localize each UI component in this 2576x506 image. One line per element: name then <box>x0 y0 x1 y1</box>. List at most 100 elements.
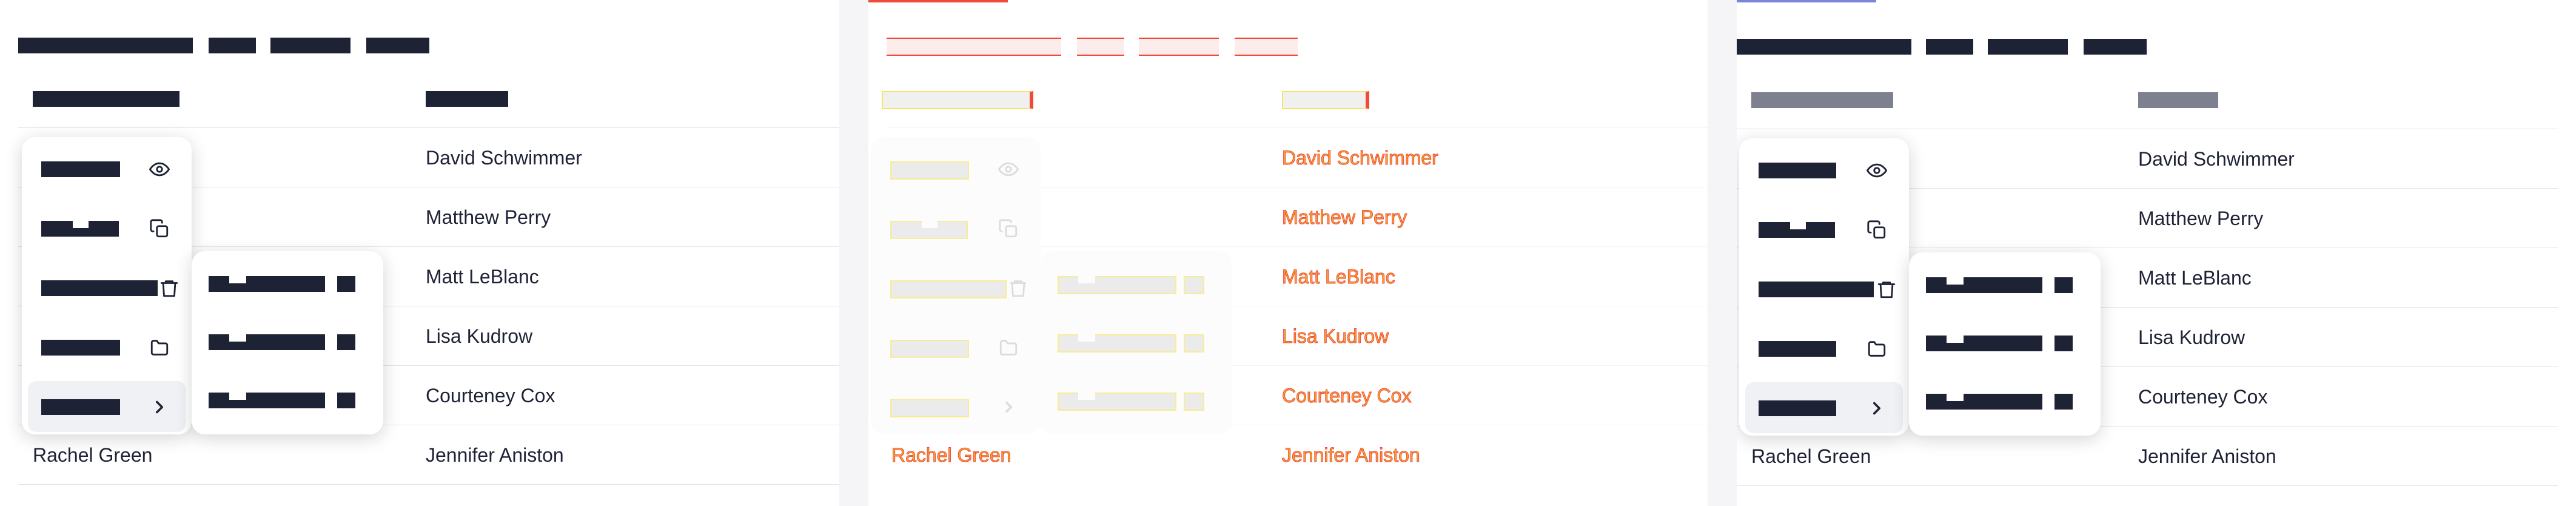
menu-item-copy[interactable] <box>1745 204 1903 255</box>
menu-item-more[interactable] <box>28 381 186 432</box>
panel-diff: David Schwimmer Matthew Perry Matt LeBla… <box>868 0 1708 506</box>
table-cell: Matthew Perry <box>426 206 551 228</box>
submenu-item[interactable] <box>198 260 377 308</box>
row-divider <box>18 484 839 485</box>
table-cell: David Schwimmer <box>2138 148 2295 170</box>
table-cell: Lisa Kudrow <box>2138 326 2246 348</box>
submenu-item[interactable] <box>198 376 377 425</box>
submenu-item[interactable] <box>1915 261 2095 309</box>
submenu-item[interactable] <box>1047 376 1226 425</box>
trash-icon <box>1010 280 1026 297</box>
copy-icon <box>150 219 169 238</box>
menu-item-more[interactable] <box>1745 382 1903 433</box>
header-bar-3 <box>270 38 351 53</box>
chevron-right-icon <box>155 400 164 414</box>
folder-icon <box>150 340 169 356</box>
diff-marker <box>868 0 1008 2</box>
folder-icon <box>1868 341 1886 357</box>
table-cell: Rachel Green <box>1751 445 1871 467</box>
table-cell: Matt LeBlanc <box>2138 267 2252 289</box>
header-bar-2 <box>1077 38 1124 56</box>
column-header-2 <box>1282 91 1369 109</box>
table-cell: Jennifer Aniston <box>1282 444 1421 467</box>
header-bar-3 <box>1988 39 2068 55</box>
context-menu <box>871 137 1041 434</box>
menu-item-move[interactable] <box>28 322 186 373</box>
copy-icon <box>1867 220 1886 239</box>
menu-item-delete[interactable] <box>28 262 186 313</box>
panel-render: David Schwimmer Matthew Perry Matt LeBla… <box>1737 0 2576 506</box>
table-cell: Matt LeBlanc <box>1282 266 1396 288</box>
context-submenu <box>192 251 383 434</box>
row-divider <box>887 246 1708 247</box>
submenu-item[interactable] <box>1047 260 1226 308</box>
trash-icon <box>160 280 178 297</box>
eye-icon <box>149 162 170 177</box>
row-divider <box>887 365 1708 366</box>
table-cell: Matthew Perry <box>1281 206 1407 229</box>
submenu-item[interactable] <box>1915 319 2095 368</box>
header-bar-4 <box>2084 39 2147 55</box>
menu-item-copy[interactable] <box>877 203 1035 254</box>
table-cell: Matthew Perry <box>2138 207 2264 229</box>
menu-item-view[interactable] <box>877 143 1035 194</box>
header-bar-1 <box>1737 39 1911 55</box>
column-header-1 <box>33 91 179 107</box>
header-bar-2 <box>209 38 256 53</box>
table-cell: Rachel Green <box>33 444 153 466</box>
folder-icon <box>999 340 1018 356</box>
column-header-2 <box>2138 92 2218 108</box>
table-cell: Rachel Green <box>891 444 1011 467</box>
column-header-1 <box>882 91 1033 109</box>
header-bar-4 <box>1235 38 1298 56</box>
row-divider <box>1737 188 2558 189</box>
table-cell: Courteney Cox <box>426 385 555 406</box>
header-bar-1 <box>18 38 193 53</box>
table-cell: Matt LeBlanc <box>426 266 539 288</box>
submenu-item[interactable] <box>1915 377 2095 426</box>
menu-item-copy[interactable] <box>28 203 186 254</box>
menu-item-more[interactable] <box>877 381 1035 432</box>
header-bar-4 <box>366 38 429 53</box>
menu-item-move[interactable] <box>1745 323 1903 374</box>
chevron-right-icon <box>1873 402 1881 415</box>
panel-original: David Schwimmer Matthew Perry Matt LeBla… <box>0 0 839 506</box>
row-divider <box>1737 485 2558 486</box>
column-header-2 <box>426 91 508 107</box>
copy-icon <box>999 219 1018 238</box>
menu-item-label <box>41 399 120 415</box>
menu-item-view[interactable] <box>28 143 186 194</box>
eye-icon <box>1867 163 1887 178</box>
menu-item-delete[interactable] <box>877 262 1035 313</box>
context-menu <box>22 137 192 434</box>
table-cell: Lisa Kudrow <box>426 325 533 347</box>
row-divider <box>18 246 839 247</box>
column-header-1 <box>1751 92 1893 108</box>
submenu-item[interactable] <box>1047 318 1226 366</box>
menu-item-move[interactable] <box>877 322 1035 373</box>
header-bar-1 <box>887 38 1061 56</box>
table-cell: Courteney Cox <box>1281 385 1412 407</box>
context-submenu <box>1041 251 1232 434</box>
menu-item-label <box>41 340 120 356</box>
table-cell: Lisa Kudrow <box>1281 325 1389 348</box>
table-cell: Jennifer Aniston <box>2138 445 2276 467</box>
row-divider <box>18 365 839 366</box>
row-divider <box>1737 426 2558 427</box>
diff-marker <box>1737 0 1876 2</box>
table-cell: Jennifer Aniston <box>426 444 564 466</box>
menu-item-delete[interactable] <box>1745 263 1903 314</box>
table-cell: Courteney Cox <box>2138 386 2268 408</box>
chevron-right-icon <box>1005 401 1013 413</box>
context-menu <box>1739 138 1909 436</box>
menu-item-label <box>41 161 120 177</box>
row-divider <box>1737 307 2558 308</box>
context-submenu <box>1909 252 2101 436</box>
row-divider <box>887 127 1708 128</box>
menu-item-view[interactable] <box>1745 144 1903 195</box>
row-divider <box>18 127 839 128</box>
trash-icon <box>1877 282 1896 299</box>
row-divider <box>1737 366 2558 367</box>
submenu-item[interactable] <box>198 318 377 366</box>
menu-item-label <box>41 280 158 296</box>
